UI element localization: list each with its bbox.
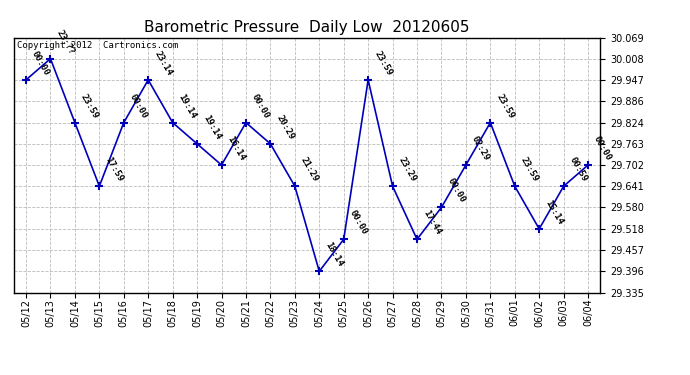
Text: 00:00: 00:00 <box>128 92 149 120</box>
Text: 02:29: 02:29 <box>470 135 491 162</box>
Text: 00:00: 00:00 <box>446 177 467 205</box>
Text: 23:59: 23:59 <box>495 92 515 120</box>
Text: 23:??: 23:?? <box>55 28 76 56</box>
Text: 17:59: 17:59 <box>104 156 125 183</box>
Text: 23:14: 23:14 <box>152 50 174 77</box>
Text: 19:14: 19:14 <box>201 113 222 141</box>
Text: Copyright 2012  Cartronics.com: Copyright 2012 Cartronics.com <box>17 41 178 50</box>
Text: 23:59: 23:59 <box>373 50 393 77</box>
Text: 15:14: 15:14 <box>543 198 564 226</box>
Text: 00:00: 00:00 <box>348 209 369 237</box>
Text: 20:29: 20:29 <box>275 113 296 141</box>
Text: 17:44: 17:44 <box>421 209 442 237</box>
Text: 00:00: 00:00 <box>592 135 613 162</box>
Text: 16:14: 16:14 <box>226 135 247 162</box>
Text: 18:14: 18:14 <box>324 241 345 268</box>
Text: 00:00: 00:00 <box>250 92 271 120</box>
Text: 23:29: 23:29 <box>397 156 418 183</box>
Text: 21:29: 21:29 <box>299 156 320 183</box>
Title: Barometric Pressure  Daily Low  20120605: Barometric Pressure Daily Low 20120605 <box>144 20 470 35</box>
Text: 23:59: 23:59 <box>79 92 100 120</box>
Text: 19:14: 19:14 <box>177 92 198 120</box>
Text: 23:59: 23:59 <box>519 156 540 183</box>
Text: 00:59: 00:59 <box>568 156 589 183</box>
Text: 00:00: 00:00 <box>30 50 52 77</box>
